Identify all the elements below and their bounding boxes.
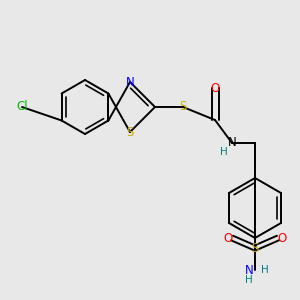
Text: S: S xyxy=(179,100,187,113)
Text: N: N xyxy=(126,76,134,88)
Text: O: O xyxy=(210,82,220,94)
Text: N: N xyxy=(228,136,236,149)
Text: H: H xyxy=(245,275,253,285)
Text: O: O xyxy=(224,232,232,244)
Text: H: H xyxy=(220,147,228,157)
Text: H: H xyxy=(261,265,269,275)
Text: S: S xyxy=(126,125,134,139)
Text: Cl: Cl xyxy=(16,100,28,113)
Text: N: N xyxy=(244,263,253,277)
Text: S: S xyxy=(251,242,259,254)
Text: O: O xyxy=(278,232,286,244)
